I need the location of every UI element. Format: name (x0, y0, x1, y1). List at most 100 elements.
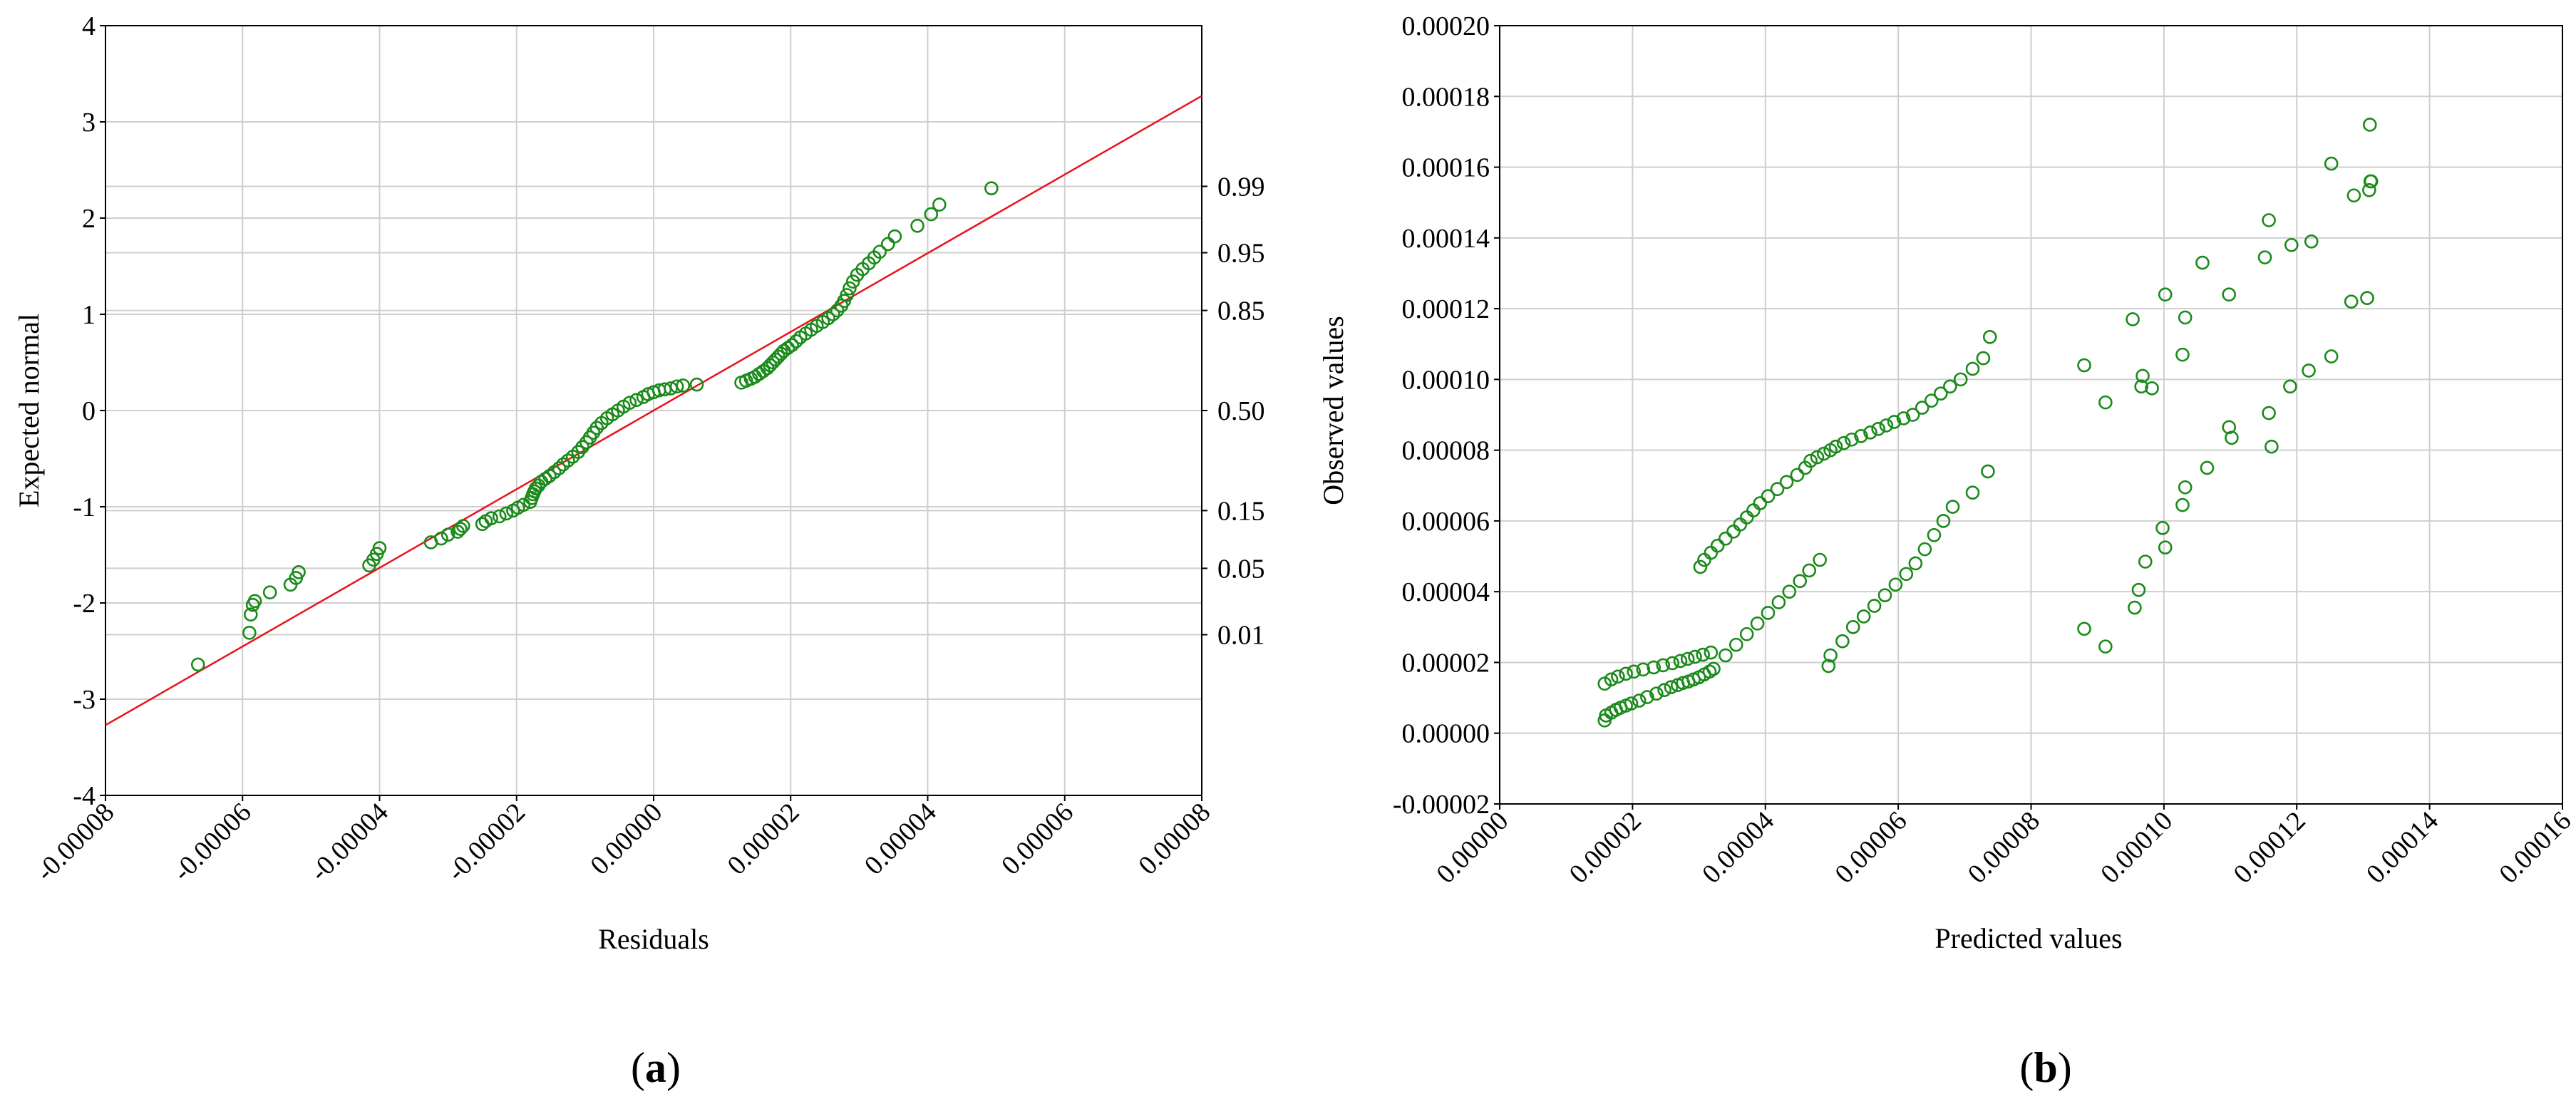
b-data-point (1729, 637, 1743, 652)
b-xtick-label: 0.00006 (1829, 806, 1912, 889)
a-data-point (499, 506, 514, 521)
b-data-point (1604, 672, 1619, 687)
b-data-point (1647, 660, 1661, 675)
b-data-point (1965, 361, 1980, 376)
b-data-point (1750, 616, 1765, 631)
b-data-point (2360, 291, 2374, 306)
b-data-point (2175, 347, 2190, 362)
a-prob-tick-label: 0.01 (1217, 621, 1265, 651)
a-data-point (880, 237, 895, 252)
a-ytick-label: 3 (82, 108, 96, 138)
chart-a-xlabel: Residuals (598, 923, 709, 955)
panel-label-a: (a) (631, 1044, 681, 1091)
b-data-point (1688, 649, 1702, 664)
b-data-point (1649, 686, 1664, 701)
b-data-point (2077, 621, 2091, 636)
b-data-point (2283, 379, 2297, 394)
a-xtick-label: 0.00008 (1133, 798, 1216, 881)
b-data-point (1673, 654, 1688, 669)
chart-b-gridlines (1500, 26, 2562, 804)
a-data-point (292, 564, 306, 579)
a-fit-line (105, 95, 1202, 726)
b-data-point (1845, 432, 1859, 447)
a-prob-tick-label: 0.05 (1217, 554, 1265, 584)
b-data-point (2302, 363, 2316, 378)
b-data-point (2346, 188, 2361, 203)
a-data-point (843, 281, 857, 296)
a-data-point (910, 218, 924, 233)
chart-a-ylabel: Expected normal (13, 314, 45, 507)
b-data-point (1867, 599, 1882, 613)
a-prob-tick-label: 0.50 (1217, 396, 1265, 426)
b-data-point (2128, 600, 2142, 615)
b-data-point (1726, 524, 1741, 539)
b-data-point (1976, 351, 1991, 366)
a-data-point (242, 626, 257, 640)
b-xtick-label: 0.00002 (1564, 806, 1647, 889)
b-data-point (1790, 468, 1805, 483)
b-data-point (1879, 418, 1894, 433)
b-data-point (2265, 439, 2279, 454)
a-data-point (492, 509, 507, 524)
b-data-point (1854, 428, 1868, 443)
b-data-point (1803, 453, 1818, 468)
b-data-point (1856, 609, 1871, 624)
b-data-point (1915, 401, 1930, 415)
b-data-point (1611, 669, 1625, 684)
b-data-point (1896, 411, 1911, 425)
b-data-point (1636, 662, 1651, 677)
b-data-point (2158, 287, 2173, 302)
a-xtick-label: 0.00000 (584, 798, 668, 881)
b-ytick-label: 0.00020 (1402, 11, 1490, 41)
b-data-point (1810, 450, 1825, 465)
a-data-point (475, 517, 490, 532)
b-data-point (1619, 666, 1633, 681)
chart-b-xlabel: Predicted values (1934, 922, 2122, 954)
b-data-point (2175, 497, 2190, 512)
b-data-point (1696, 647, 1710, 662)
a-data-point (872, 244, 887, 259)
a-ytick-label: 2 (82, 204, 96, 234)
a-xtick-label: 0.00006 (996, 798, 1079, 881)
b-xtick-label: 0.00014 (2361, 806, 2444, 889)
a-data-point (455, 519, 470, 533)
a-data-point (887, 229, 902, 244)
b-data-point (1813, 552, 1827, 567)
b-ytick-label: -0.00002 (1393, 790, 1490, 820)
b-data-point (2222, 287, 2236, 302)
b-data-point (1905, 408, 1920, 422)
a-xtick-label: -0.00004 (304, 798, 394, 887)
chart-b-points (1597, 118, 2379, 728)
a-data-point (789, 334, 803, 349)
b-data-point (2362, 183, 2376, 197)
b-data-point (2284, 237, 2299, 252)
b-data-point (1680, 651, 1695, 666)
b-data-point (1863, 425, 1877, 440)
a-ytick-label: 1 (82, 300, 96, 330)
b-data-point (1782, 584, 1797, 599)
b-ytick-label: 0.00018 (1402, 82, 1490, 112)
a-prob-tick-label: 0.15 (1217, 496, 1265, 526)
chart-a-fit-line-group (105, 95, 1202, 726)
b-data-point (1899, 567, 1914, 582)
b-data-point (1917, 542, 1932, 557)
a-ytick-label: -3 (73, 685, 96, 715)
b-xtick-label: 0.00004 (1696, 806, 1780, 889)
a-data-point (840, 288, 854, 302)
b-data-point (2134, 379, 2148, 394)
a-data-point (689, 377, 704, 392)
a-data-point (924, 207, 939, 222)
b-ytick-label: 0.00008 (1402, 436, 1490, 466)
b-data-point (1704, 645, 1719, 660)
b-data-point (1802, 563, 1817, 578)
b-data-point (2324, 156, 2339, 171)
b-data-point (1981, 464, 1995, 479)
b-data-point (1793, 574, 1808, 589)
b-data-point (1693, 559, 1708, 574)
b-data-point (1982, 329, 1997, 344)
b-data-point (1933, 386, 1948, 401)
b-ytick-label: 0.00016 (1402, 153, 1490, 183)
a-data-point (984, 181, 999, 195)
b-data-point (1945, 500, 1960, 514)
b-ytick-label: 0.00012 (1402, 294, 1490, 324)
